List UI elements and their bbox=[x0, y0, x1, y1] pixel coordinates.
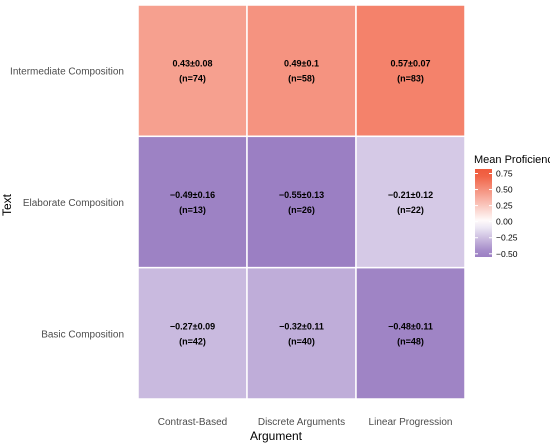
cell-n-label-basic-composition-discrete-arguments: (n=40) bbox=[288, 336, 315, 346]
heatmap-cell-elaborate-composition-linear-progression bbox=[355, 135, 466, 269]
cell-n-label-elaborate-composition-contrast-based: (n=13) bbox=[179, 205, 206, 215]
heatmap-cell-basic-composition-discrete-arguments bbox=[246, 266, 357, 400]
cell-n-label-intermediate-composition-contrast-based: (n=74) bbox=[179, 74, 206, 84]
cell-n-label-intermediate-composition-linear-progression: (n=83) bbox=[397, 74, 424, 84]
cell-value-label-basic-composition-discrete-arguments: −0.32±0.11 bbox=[279, 321, 324, 331]
x-tick-label-contrast-based: Contrast-Based bbox=[158, 417, 227, 428]
legend-colorbar bbox=[475, 169, 492, 257]
heatmap-cell-basic-composition-linear-progression bbox=[355, 266, 466, 400]
x-tick-labels: Contrast-Based Discrete Arguments Linear P… bbox=[158, 417, 453, 428]
legend-tick-label: 0.75 bbox=[496, 168, 513, 178]
cell-n-label-intermediate-composition-discrete-arguments: (n=58) bbox=[288, 74, 315, 84]
cell-value-label-intermediate-composition-linear-progression: 0.57±0.07 bbox=[391, 59, 431, 69]
y-tick-label-elaborate-composition: Elaborate Composition bbox=[23, 198, 124, 209]
y-tick-labels: Intermediate Composition Elaborate Compos… bbox=[10, 67, 124, 341]
cell-n-label-basic-composition-contrast-based: (n=42) bbox=[179, 336, 206, 346]
x-tick-label-linear-progression: Linear Progression bbox=[369, 417, 453, 428]
y-axis-title: Text bbox=[0, 193, 14, 216]
cell-value-label-elaborate-composition-linear-progression: −0.21±0.12 bbox=[388, 190, 433, 200]
cell-value-label-intermediate-composition-discrete-arguments: 0.49±0.1 bbox=[284, 59, 319, 69]
cell-value-label-elaborate-composition-contrast-based: −0.49±0.16 bbox=[170, 190, 215, 200]
cell-value-label-basic-composition-linear-progression: −0.48±0.11 bbox=[388, 321, 433, 331]
cell-value-label-elaborate-composition-discrete-arguments: −0.55±0.13 bbox=[279, 190, 324, 200]
heatmap-cell-intermediate-composition-contrast-based bbox=[137, 4, 248, 138]
y-tick-label-intermediate-composition: Intermediate Composition bbox=[10, 67, 124, 78]
legend-tick-label: 0.25 bbox=[496, 201, 513, 211]
legend-tick-label: −0.25 bbox=[496, 233, 518, 243]
heatmap-cell-elaborate-composition-contrast-based bbox=[137, 135, 248, 269]
heatmap-cell-intermediate-composition-discrete-arguments bbox=[246, 4, 357, 138]
cell-n-label-elaborate-composition-linear-progression: (n=22) bbox=[397, 205, 424, 215]
heatmap-cell-intermediate-composition-linear-progression bbox=[355, 4, 466, 138]
heatmap-cells: 0.43±0.08 (n=74) 0.49±0.1 (n=58) 0.57±0.07 (n… bbox=[137, 4, 466, 400]
legend-tick-label: 0.50 bbox=[496, 185, 513, 195]
cell-value-label-basic-composition-contrast-based: −0.27±0.09 bbox=[170, 321, 215, 331]
x-axis-title: Argument bbox=[250, 429, 303, 443]
y-tick-label-basic-composition: Basic Composition bbox=[41, 329, 124, 340]
cell-n-label-elaborate-composition-discrete-arguments: (n=26) bbox=[288, 205, 315, 215]
heatmap-cell-basic-composition-contrast-based bbox=[137, 266, 248, 400]
legend-tick-label: 0.00 bbox=[496, 217, 513, 227]
legend: Mean Proficiency 0.75 0.50 0.25 0.00 −0.25 −0… bbox=[474, 154, 550, 259]
legend-tick-label: −0.50 bbox=[496, 249, 518, 259]
legend-title: Mean Proficiency bbox=[474, 154, 550, 166]
x-tick-label-discrete-arguments: Discrete Arguments bbox=[258, 417, 345, 428]
legend-ticks: 0.75 0.50 0.25 0.00 −0.25 −0.50 bbox=[475, 168, 518, 259]
cell-value-label-intermediate-composition-contrast-based: 0.43±0.08 bbox=[173, 59, 213, 69]
heatmap-cell-elaborate-composition-discrete-arguments bbox=[246, 135, 357, 269]
cell-n-label-basic-composition-linear-progression: (n=48) bbox=[397, 336, 424, 346]
